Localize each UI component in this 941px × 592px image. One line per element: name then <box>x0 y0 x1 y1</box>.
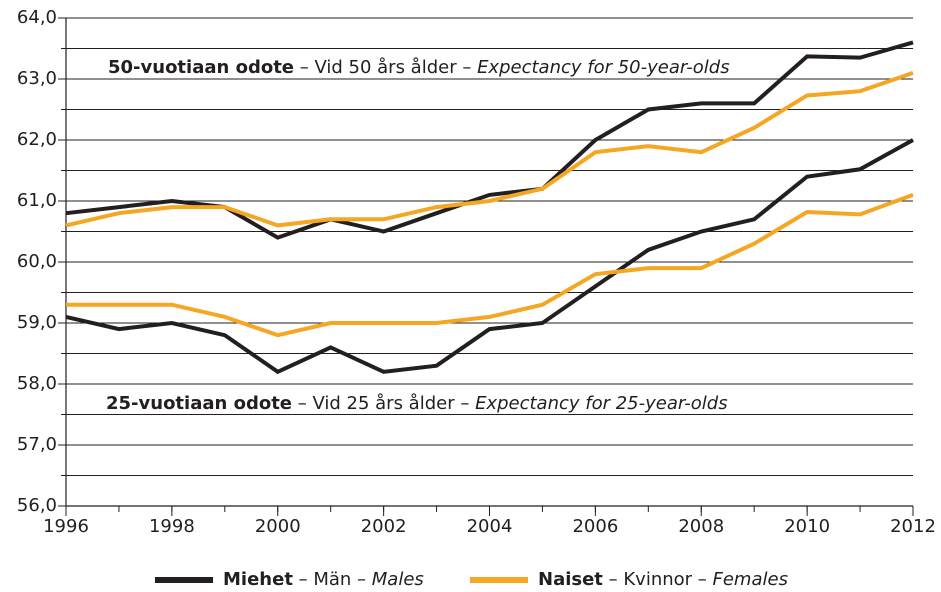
annotation: 25-vuotiaan odote – Vid 25 års ålder – E… <box>106 393 728 414</box>
x-tick-label: 2008 <box>678 516 724 537</box>
y-tick-label: 61,0 <box>17 190 57 211</box>
legend-label-part: – Kvinnor – <box>603 569 713 590</box>
legend-label-part: Females <box>713 569 788 590</box>
x-tick-label: 2002 <box>361 516 407 537</box>
x-tick-label: 2004 <box>467 516 513 537</box>
y-tick-label: 64,0 <box>17 7 57 28</box>
annotation-part: – Vid 50 års ålder – <box>294 57 477 78</box>
y-tick-label: 57,0 <box>17 434 57 455</box>
series-line <box>66 193 914 338</box>
y-tick-label: 58,0 <box>17 373 57 394</box>
x-tick-label: 2010 <box>784 516 830 537</box>
y-tick-label: 63,0 <box>17 68 57 89</box>
series-line <box>65 40 914 240</box>
series-line <box>65 138 914 375</box>
x-tick-label: 2000 <box>255 516 301 537</box>
annotation-part: – Vid 25 års ålder – <box>292 393 475 414</box>
legend-label-part: Males <box>372 569 424 590</box>
series-line <box>65 71 914 228</box>
x-tick-label: 1996 <box>43 516 89 537</box>
annotation-part: 50-vuotiaan odote <box>108 57 294 78</box>
legend-label-part: Naiset <box>538 569 603 590</box>
legend-label: Naiset – Kvinnor – Females <box>538 569 788 590</box>
y-tick-label: 59,0 <box>17 312 57 333</box>
x-tick-label: 1998 <box>149 516 195 537</box>
annotation-part: 25-vuotiaan odote <box>106 393 292 414</box>
annotation: 50-vuotiaan odote – Vid 50 års ålder – E… <box>108 57 730 78</box>
x-tick-label: 2006 <box>572 516 618 537</box>
y-tick-label: 56,0 <box>17 495 57 516</box>
y-tick-label: 62,0 <box>17 129 57 150</box>
legend-label-part: Miehet <box>223 569 293 590</box>
x-tick-label: 2012 <box>890 516 936 537</box>
legend-label: Miehet – Män – Males <box>223 569 424 590</box>
y-tick-label: 60,0 <box>17 251 57 272</box>
legend-label-part: – Män – <box>293 569 372 590</box>
annotation-part: Expectancy for 50-year-olds <box>477 57 730 78</box>
annotation-part: Expectancy for 25-year-olds <box>475 393 728 414</box>
